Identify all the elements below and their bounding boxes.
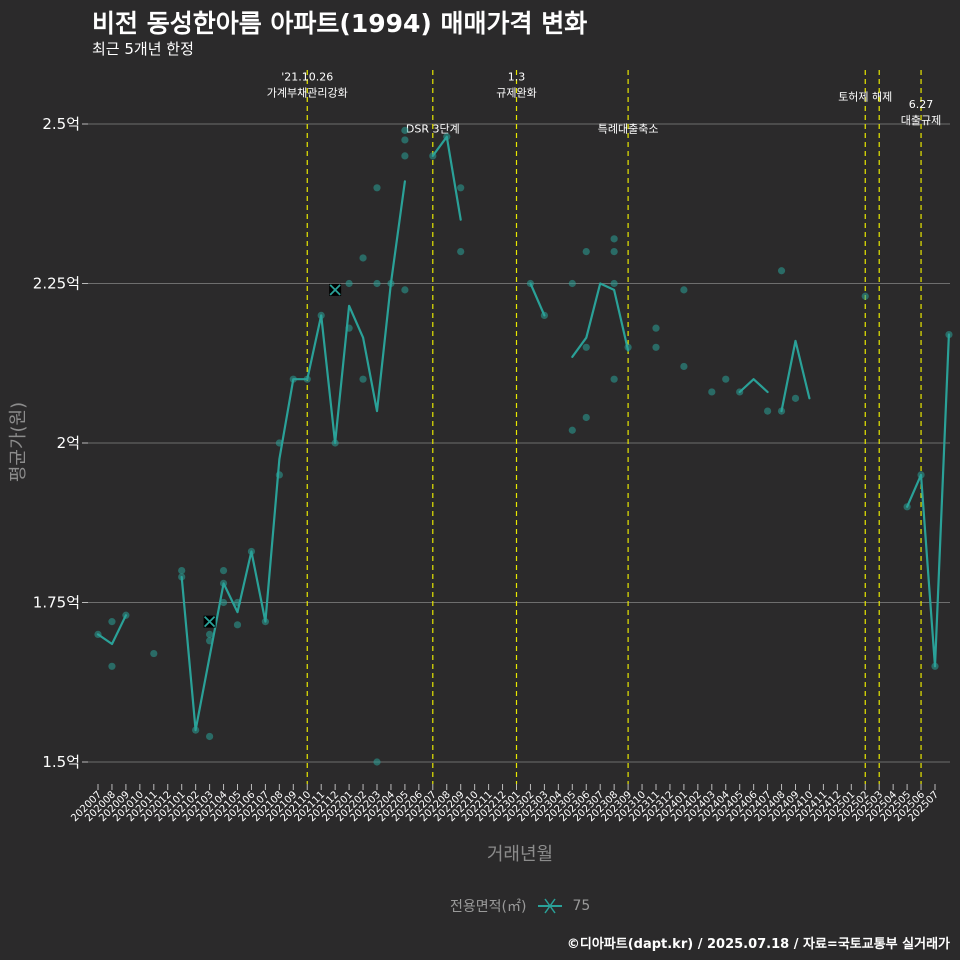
data-point: [610, 248, 618, 256]
series-line: [529, 282, 546, 317]
series-line: [96, 614, 128, 646]
data-point: [108, 662, 116, 670]
cross-marker: [203, 616, 216, 628]
data-point: [206, 630, 214, 639]
data-point: [652, 324, 660, 332]
data-point: [777, 267, 786, 275]
event-label: 1.3: [508, 71, 526, 84]
data-point: [108, 618, 116, 626]
data-point: [401, 126, 409, 134]
data-point: [568, 279, 576, 288]
x-axis-title: 거래년월: [487, 844, 553, 865]
data-point: [219, 598, 228, 607]
data-point: [680, 362, 688, 371]
data-point: [610, 235, 618, 243]
data-point: [345, 279, 353, 288]
data-point: [206, 732, 214, 741]
data-point: [373, 184, 381, 192]
x-axis: 2020072020082020092020102020112020122021…: [69, 784, 941, 824]
source-caption: ©디아파트(dapt.kr) / 2025.07.18 / 자료=국토교통부 실…: [566, 937, 950, 952]
series-line: [180, 180, 406, 732]
event-label: 가계부채관리강화: [267, 87, 348, 100]
series-line: [738, 378, 769, 394]
data-point: [722, 375, 730, 383]
data-point: [764, 407, 772, 415]
series-75: [94, 126, 953, 766]
data-point: [708, 388, 716, 396]
event-label: 규제완화: [496, 87, 536, 100]
y-tick-label: 1.75억: [33, 594, 80, 612]
data-point: [233, 621, 242, 629]
event-label: DSR 3단계: [406, 122, 460, 135]
data-point: [652, 343, 660, 351]
event-label: 토허제 해제: [838, 89, 892, 103]
y-axis: 1.5억 1.75억 2억 2.25억 2.5억: [33, 115, 88, 771]
data-point: [582, 413, 590, 422]
data-point: [401, 136, 409, 144]
legend-key-icon: [538, 898, 563, 914]
event-label: 대출규제: [901, 114, 941, 127]
data-point: [401, 286, 409, 294]
series-line: [780, 339, 811, 413]
data-point: [861, 292, 869, 300]
series-line: [571, 282, 630, 358]
y-tick-label: 2억: [57, 434, 80, 452]
y-tick-label: 1.5억: [42, 753, 80, 771]
data-point: [457, 248, 465, 256]
data-point: [582, 248, 590, 256]
chart-subtitle: 최근 5개년 한정: [92, 40, 194, 58]
data-point: [178, 567, 186, 575]
data-point: [359, 254, 367, 262]
data-point: [610, 375, 618, 383]
data-point: [568, 426, 576, 434]
data-point: [457, 184, 465, 192]
data-point: [791, 394, 800, 402]
y-axis-title: 평균가(원): [8, 402, 29, 482]
chart-title: 비전 동성한아름 아파트(1994) 매매가격 변화: [92, 9, 588, 38]
legend: 전용면적(㎡) 75: [450, 896, 590, 916]
event-label: 특례대출축소: [598, 122, 659, 135]
legend-title: 전용면적(㎡): [450, 899, 527, 915]
data-point: [610, 279, 618, 288]
cross-marker: [329, 284, 341, 296]
y-tick-label: 2.25억: [33, 275, 80, 293]
data-point: [582, 343, 590, 351]
event-label: 6.27: [909, 98, 934, 111]
grid-lines: [88, 123, 950, 763]
y-tick-label: 2.5억: [42, 115, 80, 133]
data-point: [401, 152, 409, 160]
event-label: '21.10.26: [281, 71, 333, 84]
data-point: [150, 649, 158, 658]
data-point: [373, 279, 381, 288]
data-point: [219, 567, 228, 575]
legend-label: 75: [572, 898, 591, 914]
series-line: [905, 333, 951, 668]
series-line: [431, 135, 462, 221]
data-point: [359, 375, 367, 383]
data-point: [680, 286, 688, 294]
data-point: [373, 758, 381, 766]
